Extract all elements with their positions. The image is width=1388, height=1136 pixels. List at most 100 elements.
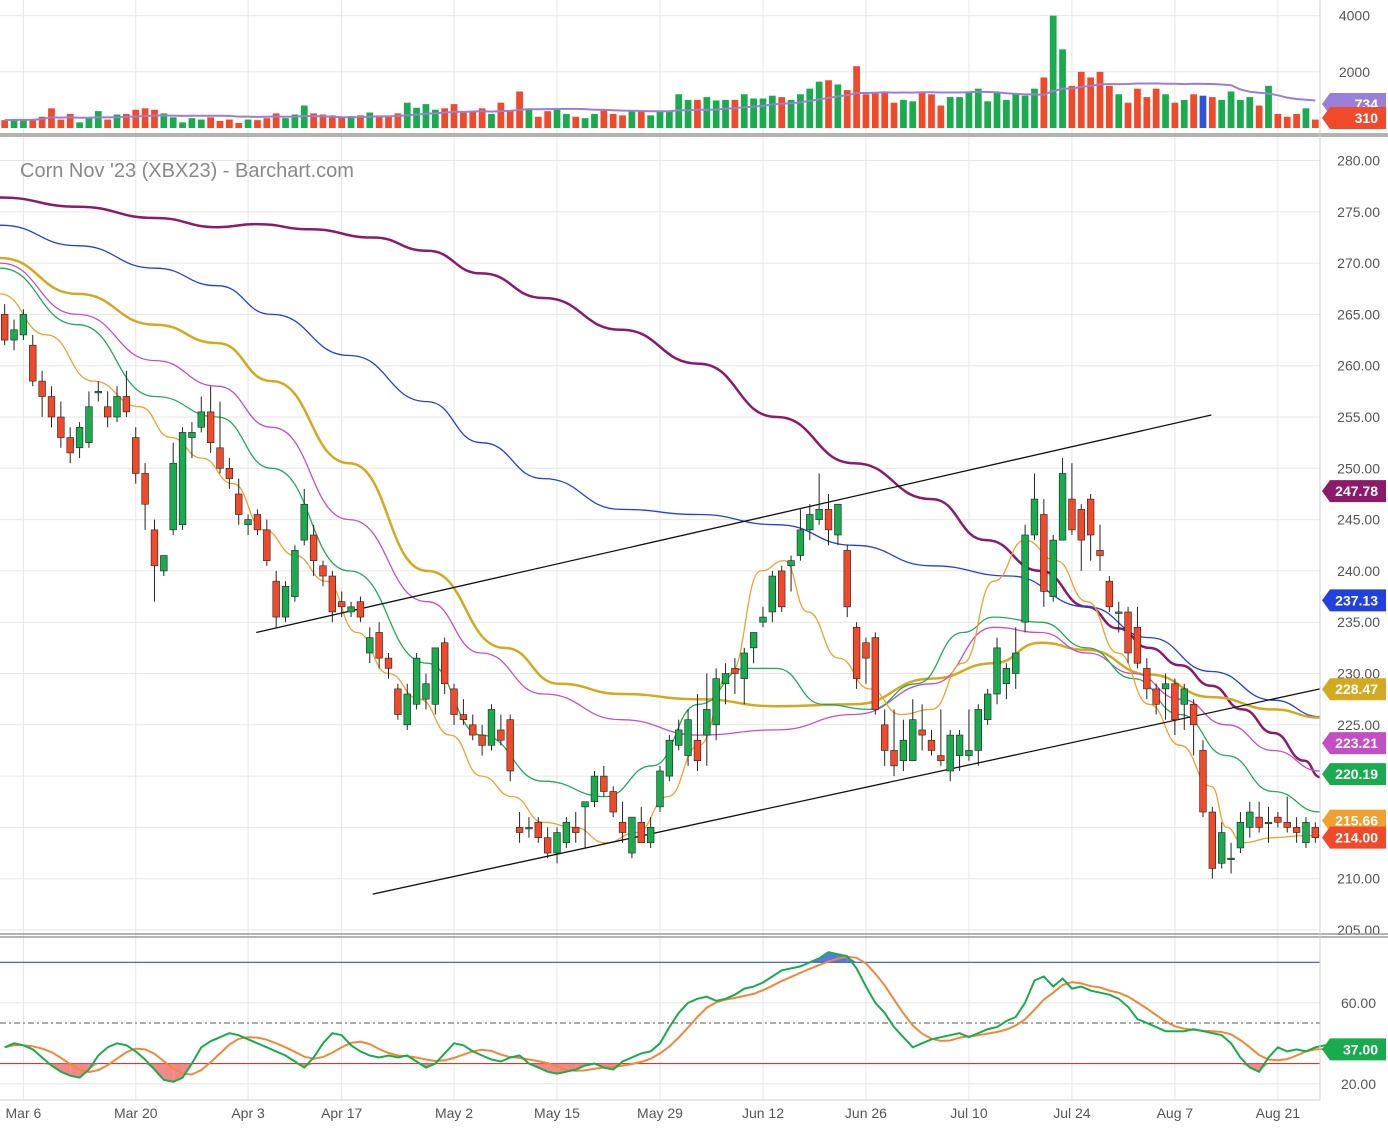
candle-body (347, 606, 355, 613)
ma40-value-tag-text: 223.21 (1335, 735, 1378, 751)
ma100-value-tag: 237.13 (1322, 589, 1386, 612)
candle-body (356, 601, 365, 618)
volume-bar (797, 94, 804, 128)
candle-body (94, 391, 102, 394)
candle-body (787, 560, 795, 567)
volume-bar (815, 81, 823, 128)
price-tick-label: 210.00 (1337, 871, 1380, 887)
candle-body (562, 821, 571, 844)
grid (0, 0, 1320, 1100)
volume-bar (1003, 99, 1010, 128)
volume-bar (890, 102, 898, 128)
volume-last-tag-text: 310 (1355, 110, 1379, 126)
volume-bar (956, 97, 963, 128)
candle-body (178, 432, 187, 526)
last-price-tag: 214.00 (1322, 826, 1386, 849)
candle-body (646, 827, 655, 844)
date-tick-label: Jun 12 (742, 1105, 784, 1121)
candle-body (1236, 821, 1245, 849)
candle-body (1311, 827, 1319, 838)
volume-bar (1040, 77, 1048, 128)
volume-bar (123, 113, 130, 128)
candle-body (375, 632, 383, 659)
volume-bar (881, 91, 889, 128)
candle-body (1218, 832, 1226, 864)
candle-body (309, 534, 318, 561)
volume-bar (1171, 102, 1179, 128)
candle-body (628, 816, 636, 854)
volume-average-line (4, 82, 1316, 122)
volume-bar (469, 111, 477, 128)
volume-bar (94, 111, 102, 128)
candle-body (740, 652, 748, 679)
candle-body (47, 396, 56, 418)
candle-body (216, 447, 224, 469)
candle-body (1021, 534, 1029, 623)
volume-last-tag: 310 (1322, 107, 1386, 129)
volume-bar (563, 113, 570, 128)
candle-body (422, 683, 430, 700)
volume-bar (843, 90, 851, 128)
volume-bar (1134, 88, 1141, 128)
candle-body (66, 437, 74, 454)
candle-body (10, 329, 18, 341)
candle-body (497, 729, 505, 741)
volume-bar (394, 113, 402, 128)
candle-body (806, 514, 814, 531)
volume-bar (244, 119, 252, 128)
ma9-value-tag: 215.66 (1322, 809, 1386, 832)
volume-bar (553, 109, 561, 128)
value-labels: 247.78 237.13 228.47 223.21 220.19 215.66214.… (1322, 93, 1386, 1061)
volume-bar (525, 108, 533, 128)
candle-body (993, 647, 1001, 695)
candle-body (1161, 683, 1170, 690)
volume-bar (1208, 97, 1216, 128)
candle-body (281, 585, 290, 618)
volume-bar (460, 112, 467, 128)
date-tick-label: Mar 6 (6, 1105, 42, 1121)
volume-tick-label: 4000 (1339, 8, 1370, 24)
volume-bar (104, 119, 112, 128)
candle-body (693, 739, 702, 762)
price-tick-label: 270.00 (1337, 255, 1380, 271)
oscillator-oversold-fill (154, 1063, 164, 1080)
candle-body (1180, 688, 1188, 705)
trend-lines (256, 414, 1321, 895)
candle-body (412, 657, 421, 705)
volume-bar (347, 116, 355, 128)
volume-bar (169, 117, 177, 128)
volume-bar (1152, 88, 1160, 128)
ma50-value-tag-text: 228.47 (1335, 681, 1378, 697)
volume-bar (731, 99, 739, 128)
candle-body (946, 734, 954, 772)
candle-body (731, 668, 739, 674)
candle-body (384, 657, 393, 669)
candle-body (235, 493, 243, 515)
date-tick-label: Aug 7 (1157, 1105, 1194, 1121)
candle-body (1189, 703, 1198, 726)
ma200-value-tag-shape (1322, 480, 1386, 503)
candle-body (1105, 580, 1114, 608)
candle-body (974, 709, 982, 751)
volume-bar (572, 116, 580, 128)
ma200-line (0, 196, 1321, 779)
candle-body (338, 601, 346, 608)
ma20-value-tag-shape (1322, 763, 1386, 786)
volume-bar (703, 97, 711, 128)
oscillator-oversold-fill (173, 1063, 183, 1082)
volume-bar (609, 113, 617, 128)
candle-body (122, 396, 131, 413)
candle-body (441, 642, 449, 685)
volume-bar (665, 111, 673, 128)
candle-body (1077, 509, 1085, 541)
candle-body (600, 775, 608, 792)
volume-bar (366, 112, 374, 128)
last-price-tag-text: 214.00 (1335, 830, 1378, 846)
volume-bar (478, 108, 486, 128)
candle-body (862, 642, 870, 659)
volume-bar (684, 99, 692, 128)
candle-body (113, 396, 121, 418)
candle-body (675, 729, 683, 746)
volume-bar (544, 111, 552, 128)
candle-body (590, 775, 599, 803)
